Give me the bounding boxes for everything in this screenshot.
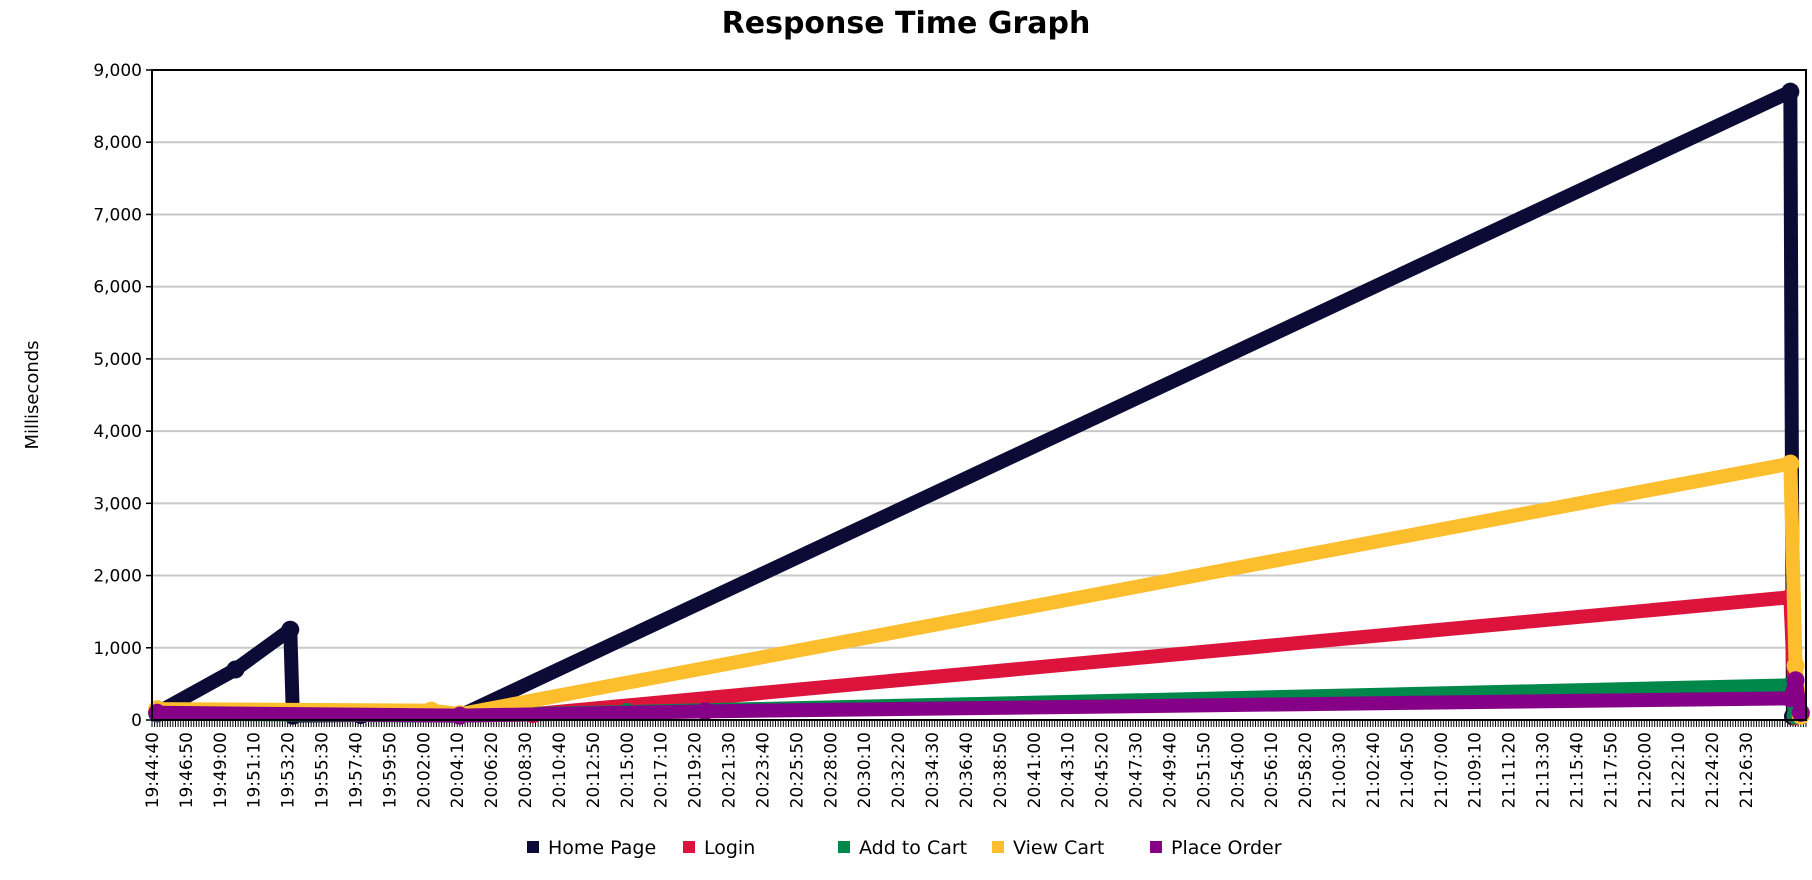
x-tick-label: 21:04:50 bbox=[1398, 732, 1418, 808]
x-tick-label: 20:19:20 bbox=[686, 732, 706, 808]
y-tick-label: 8,000 bbox=[93, 133, 142, 153]
x-tick-label: 19:59:50 bbox=[380, 732, 400, 808]
data-point-home-page bbox=[281, 620, 300, 639]
legend-label: View Cart bbox=[1013, 837, 1104, 859]
y-axis-ticks: 0 1,000 2,000 3,000 4,000 5,000 6,000 7,000 8,00… bbox=[93, 61, 152, 731]
x-tick-label: 20:17:10 bbox=[652, 732, 672, 808]
legend-label: Add to Cart bbox=[859, 837, 967, 859]
plot-frame bbox=[151, 69, 1807, 721]
data-point-home-page bbox=[1781, 82, 1800, 101]
x-tick-label: 20:54:00 bbox=[1228, 732, 1248, 808]
y-axis-label: Milliseconds bbox=[22, 340, 43, 449]
legend-label: Login bbox=[704, 837, 755, 859]
y-tick-label: 6,000 bbox=[93, 278, 142, 298]
x-tick-label: 21:20:00 bbox=[1635, 732, 1655, 808]
x-tick-label: 19:57:40 bbox=[346, 732, 366, 808]
legend-item-place-order: Place Order bbox=[1150, 837, 1282, 859]
x-tick-label: 20:49:40 bbox=[1160, 732, 1180, 808]
y-tick-label: 9,000 bbox=[93, 61, 142, 81]
y-tick-label: 4,000 bbox=[93, 422, 142, 442]
x-tick-label: 20:06:20 bbox=[482, 732, 502, 808]
x-tick-label: 19:51:10 bbox=[245, 732, 265, 808]
data-point-view-cart bbox=[1781, 454, 1800, 473]
y-tick-label: 7,000 bbox=[93, 205, 142, 225]
x-tick-label: 19:49:00 bbox=[211, 732, 231, 808]
x-tick-label: 19:53:20 bbox=[279, 732, 299, 808]
x-tick-label: 19:55:30 bbox=[313, 732, 333, 808]
legend-item-home-page: Home Page bbox=[527, 837, 656, 859]
legend-swatch bbox=[838, 841, 850, 853]
legend-swatch bbox=[683, 841, 695, 853]
legend-swatch bbox=[992, 841, 1004, 853]
x-tick-label: 21:22:10 bbox=[1669, 732, 1689, 808]
y-tick-label: 5,000 bbox=[93, 350, 142, 370]
x-tick-label: 20:12:50 bbox=[584, 732, 604, 808]
x-tick-label: 20:25:50 bbox=[787, 732, 807, 808]
y-tick-label: 2,000 bbox=[93, 567, 142, 587]
y-tick-label: 3,000 bbox=[93, 494, 142, 514]
y-tick-label: 0 bbox=[131, 711, 142, 731]
data-point-view-cart bbox=[1786, 656, 1805, 675]
data-point-place-order bbox=[1781, 689, 1800, 708]
x-tick-label: 20:36:40 bbox=[957, 732, 977, 808]
legend-item-login: Login bbox=[683, 837, 755, 859]
legend: Home Page Login Add to Cart View Cart Place … bbox=[527, 837, 1282, 859]
x-tick-label: 20:47:30 bbox=[1127, 732, 1147, 808]
data-point-place-order bbox=[450, 706, 469, 725]
x-tick-label: 21:15:40 bbox=[1567, 732, 1587, 808]
data-point-place-order bbox=[1786, 671, 1805, 690]
x-tick-label: 20:58:20 bbox=[1296, 732, 1316, 808]
x-tick-label: 21:17:50 bbox=[1601, 732, 1621, 808]
x-tick-label: 21:02:40 bbox=[1364, 732, 1384, 808]
x-tick-label: 19:44:40 bbox=[143, 732, 163, 808]
x-tick-label: 20:28:00 bbox=[821, 732, 841, 808]
x-tick-label: 20:45:20 bbox=[1093, 732, 1113, 808]
legend-swatch bbox=[1150, 841, 1162, 853]
x-tick-label: 20:56:10 bbox=[1262, 732, 1282, 808]
x-tick-label: 21:24:20 bbox=[1703, 732, 1723, 808]
x-tick-label: 20:15:00 bbox=[618, 732, 638, 808]
x-tick-label: 20:51:50 bbox=[1194, 732, 1214, 808]
x-tick-label: 19:46:50 bbox=[177, 732, 197, 808]
x-tick-label: 20:41:00 bbox=[1025, 732, 1045, 808]
y-tick-label: 1,000 bbox=[93, 639, 142, 659]
x-tick-label: 20:23:40 bbox=[753, 732, 773, 808]
x-tick-label: 21:13:30 bbox=[1534, 732, 1554, 808]
x-tick-label: 20:10:40 bbox=[550, 732, 570, 808]
legend-label: Home Page bbox=[548, 837, 656, 859]
x-tick-label: 20:38:50 bbox=[991, 732, 1011, 808]
grid-lines bbox=[152, 141, 1806, 649]
x-tick-label: 20:30:10 bbox=[855, 732, 875, 808]
legend-swatch bbox=[527, 841, 539, 853]
x-axis-ticks: 19:44:40 19:46:50 19:49:00 19:51:10 19:53:20… bbox=[143, 720, 1807, 808]
data-point-home-page bbox=[226, 660, 245, 679]
x-tick-label: 21:11:20 bbox=[1500, 732, 1520, 808]
x-tick-label: 20:04:10 bbox=[448, 732, 468, 808]
data-point-place-order bbox=[696, 702, 715, 721]
x-tick-label: 20:32:20 bbox=[889, 732, 909, 808]
legend-label: Place Order bbox=[1171, 837, 1282, 859]
x-tick-label: 20:34:30 bbox=[923, 732, 943, 808]
x-tick-label: 21:07:00 bbox=[1432, 732, 1452, 808]
chart-title: Response Time Graph bbox=[721, 6, 1091, 41]
x-tick-label: 20:43:10 bbox=[1059, 732, 1079, 808]
legend-item-view-cart: View Cart bbox=[992, 837, 1104, 859]
x-tick-label: 21:09:10 bbox=[1466, 732, 1486, 808]
x-tick-label: 20:02:00 bbox=[414, 732, 434, 808]
x-tick-label: 21:00:30 bbox=[1330, 732, 1350, 808]
legend-item-add-to-cart: Add to Cart bbox=[838, 837, 967, 859]
x-tick-label: 20:08:30 bbox=[516, 732, 536, 808]
x-tick-label: 21:26:30 bbox=[1737, 732, 1757, 808]
x-tick-label: 20:21:30 bbox=[720, 732, 740, 808]
series-lines bbox=[148, 82, 1810, 726]
